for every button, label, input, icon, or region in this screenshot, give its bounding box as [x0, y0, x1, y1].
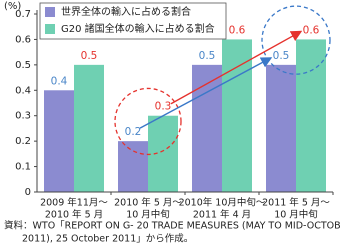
y-tick-label: 0.3	[15, 111, 31, 122]
x-tick-label: 2010 年 5 月～	[114, 197, 182, 209]
legend-label: G20 諸国全体の輸入に占める割合	[61, 22, 215, 35]
x-tick-label: 10 月中旬	[126, 209, 170, 221]
x-tick-label: 2011 年 4 月	[193, 209, 251, 221]
value-label: 0.3	[155, 101, 172, 113]
y-tick-label: 0.5	[15, 60, 31, 71]
y-tick-label: 0.7	[15, 9, 31, 20]
value-label: 0.6	[229, 24, 246, 36]
y-unit: (%)	[4, 1, 21, 12]
legend: 世界全体の輸入に占める割合 G20 諸国全体の輸入に占める割合	[39, 2, 227, 40]
bar	[266, 64, 296, 192]
x-tick-label: 2011 年 5 月～	[262, 197, 330, 209]
source-note: 2011), 25 October 2011」から作成。	[22, 233, 193, 245]
bar	[148, 115, 178, 192]
y-tick-label: 0.1	[15, 162, 31, 173]
value-label: 0.5	[273, 50, 290, 62]
legend-label: 世界全体の輸入に占める割合	[61, 5, 191, 18]
value-label: 0.6	[303, 24, 320, 36]
trend-arrow	[139, 57, 273, 129]
trend-arrow	[170, 30, 303, 105]
highlight-circle	[114, 87, 182, 156]
bar	[118, 141, 148, 192]
highlight-circle	[261, 5, 331, 75]
value-label: 0.4	[51, 75, 68, 87]
bar	[74, 64, 104, 192]
bar	[222, 39, 252, 192]
y-tick-label: 0.2	[15, 136, 31, 147]
value-label: 0.5	[199, 50, 216, 62]
x-tick-label: 2010 年 5 月	[45, 209, 103, 221]
bar	[44, 90, 74, 192]
y-tick-label: 0.6	[15, 34, 31, 45]
x-tick-label: 2010年 10月中旬～	[179, 197, 266, 209]
bar	[296, 39, 326, 192]
y-tick-label: 0	[25, 187, 31, 198]
x-tick-label: 2009 年11月～	[40, 197, 108, 209]
value-label: 0.5	[81, 50, 98, 62]
legend-swatch	[45, 24, 55, 34]
x-tick-label: 10 月中旬	[274, 209, 318, 221]
legend-box	[39, 2, 227, 40]
y-tick-label: 0.4	[15, 85, 31, 96]
value-label: 0.2	[125, 126, 142, 138]
legend-swatch	[45, 7, 55, 17]
source-note: 資料：WTO「REPORT ON G- 20 TRADE MEASURES (M…	[4, 220, 340, 232]
